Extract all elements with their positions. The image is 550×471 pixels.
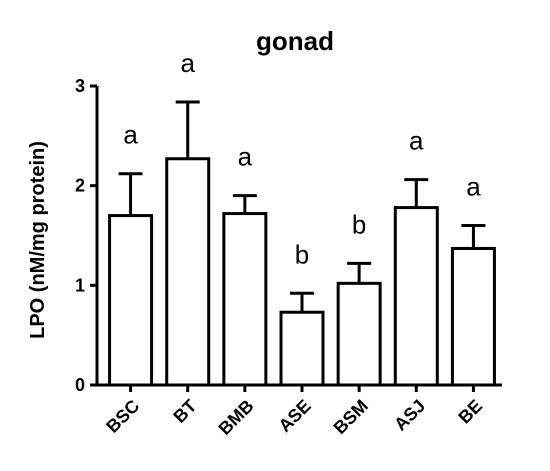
chart-title: gonad: [256, 26, 334, 56]
bar: [393, 206, 439, 387]
x-tick-label: BT: [169, 396, 200, 427]
error-bars: [118, 100, 486, 313]
bar: [336, 281, 382, 387]
bar: [222, 212, 268, 387]
y-axis-label: LPO (nM/mg protein): [27, 141, 49, 339]
x-tick-label: BSM: [330, 396, 372, 438]
significance-letter: b: [295, 239, 309, 269]
significance-letters: a a a b b a a: [123, 48, 481, 269]
bar: [108, 214, 154, 387]
x-tick-label: BSC: [102, 396, 143, 437]
x-tick-label: ASE: [275, 396, 315, 436]
significance-letter: a: [466, 172, 481, 202]
significance-letter: a: [180, 48, 195, 78]
y-tick-label: 2: [75, 176, 85, 196]
x-tick-label: BE: [454, 396, 486, 428]
bar: [279, 310, 325, 387]
bars: [108, 157, 496, 387]
y-tick-label: 1: [75, 275, 85, 295]
y-tick-label: 0: [75, 375, 85, 395]
x-tick-label: BMB: [215, 396, 258, 439]
x-tick-label: ASJ: [390, 396, 429, 435]
significance-letter: b: [352, 209, 366, 239]
bar: [450, 246, 496, 387]
significance-letter: a: [409, 126, 424, 156]
bar: [165, 157, 211, 387]
x-tick-labels: BSC BT BMB ASE BSM ASJ BE: [102, 396, 486, 439]
significance-letter: a: [238, 142, 253, 172]
y-tick-label: 3: [75, 76, 85, 96]
significance-letter: a: [123, 120, 138, 150]
